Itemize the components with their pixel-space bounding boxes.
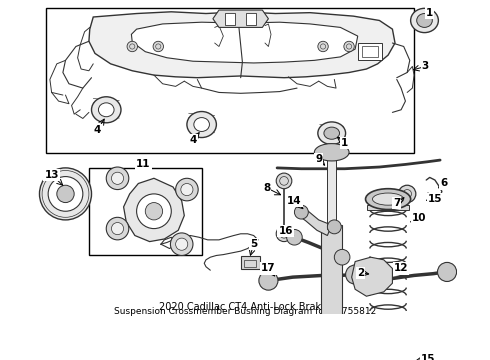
Circle shape — [175, 238, 188, 250]
Text: 16: 16 — [278, 226, 293, 236]
Text: 12: 12 — [394, 264, 408, 274]
Circle shape — [438, 262, 457, 282]
Bar — [358, 43, 382, 60]
Circle shape — [153, 41, 164, 52]
Bar — [89, 168, 202, 255]
Circle shape — [287, 229, 302, 245]
Text: 15: 15 — [421, 354, 435, 360]
Ellipse shape — [372, 355, 404, 360]
Bar — [241, 256, 260, 269]
Circle shape — [259, 271, 278, 290]
Text: 15: 15 — [428, 194, 442, 204]
Text: 10: 10 — [412, 213, 427, 223]
Bar — [46, 8, 414, 153]
Circle shape — [327, 220, 341, 234]
Circle shape — [181, 184, 193, 195]
Circle shape — [276, 226, 292, 242]
Polygon shape — [123, 178, 184, 242]
Circle shape — [111, 172, 123, 184]
Circle shape — [175, 178, 198, 201]
Bar — [225, 13, 236, 25]
Text: 13: 13 — [45, 170, 59, 180]
Text: 4: 4 — [94, 125, 101, 135]
Bar — [368, 205, 409, 210]
Circle shape — [334, 249, 350, 265]
Circle shape — [276, 173, 292, 189]
Ellipse shape — [411, 8, 439, 33]
Ellipse shape — [318, 122, 345, 144]
Text: 17: 17 — [261, 264, 276, 274]
Text: 2: 2 — [357, 268, 364, 278]
Ellipse shape — [187, 112, 217, 138]
Text: 3: 3 — [422, 62, 429, 71]
Polygon shape — [352, 257, 392, 296]
Ellipse shape — [416, 14, 432, 27]
Circle shape — [398, 185, 416, 203]
Circle shape — [345, 265, 365, 284]
Circle shape — [171, 233, 193, 256]
Text: Suspension Crossmember Bushing Diagram for 20755812: Suspension Crossmember Bushing Diagram f… — [114, 307, 376, 316]
Circle shape — [48, 176, 83, 211]
Circle shape — [106, 217, 129, 240]
Circle shape — [321, 324, 342, 345]
Text: 5: 5 — [250, 239, 257, 249]
Text: 11: 11 — [136, 158, 151, 168]
Polygon shape — [213, 10, 269, 27]
Bar — [244, 260, 256, 267]
Text: 7: 7 — [393, 198, 400, 208]
Text: 6: 6 — [440, 179, 447, 189]
Circle shape — [111, 222, 123, 235]
Circle shape — [318, 41, 328, 52]
Bar — [327, 156, 336, 229]
Text: 1: 1 — [341, 138, 348, 148]
Bar — [246, 13, 256, 25]
Text: 1: 1 — [426, 8, 433, 18]
Circle shape — [358, 274, 377, 293]
Circle shape — [106, 167, 129, 190]
Ellipse shape — [194, 118, 209, 131]
Circle shape — [57, 185, 74, 203]
Ellipse shape — [366, 351, 411, 360]
Circle shape — [145, 203, 163, 220]
Text: 14: 14 — [287, 196, 302, 206]
Circle shape — [137, 194, 172, 229]
Circle shape — [294, 205, 308, 219]
Bar — [362, 46, 378, 57]
Ellipse shape — [315, 144, 349, 161]
Ellipse shape — [324, 127, 340, 139]
Polygon shape — [131, 22, 358, 63]
Text: 2020 Cadillac CT4 Anti-Lock Brakes: 2020 Cadillac CT4 Anti-Lock Brakes — [159, 302, 331, 312]
Polygon shape — [89, 12, 395, 78]
Text: 9: 9 — [315, 154, 322, 164]
Circle shape — [127, 41, 138, 52]
Ellipse shape — [98, 103, 114, 117]
Ellipse shape — [372, 193, 404, 205]
Circle shape — [344, 41, 354, 52]
Ellipse shape — [366, 189, 411, 210]
Text: 4: 4 — [189, 135, 196, 145]
Polygon shape — [299, 208, 332, 235]
Bar — [321, 225, 342, 329]
Circle shape — [40, 168, 92, 220]
Ellipse shape — [92, 97, 121, 123]
Text: 8: 8 — [263, 183, 270, 193]
